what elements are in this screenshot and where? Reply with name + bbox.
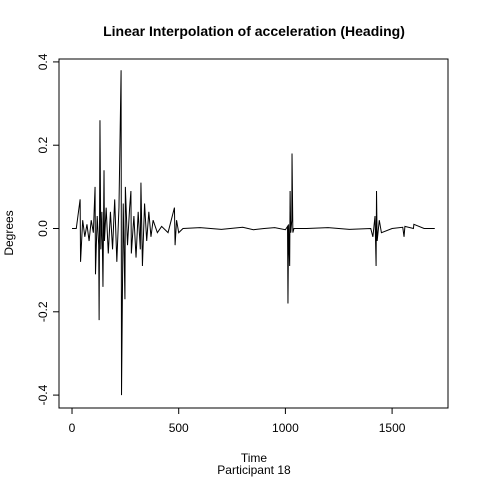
y-tick-label: -0.4 — [36, 384, 50, 405]
y-tick-label: 0.2 — [36, 137, 50, 154]
x-axis-label: Time — [241, 451, 268, 465]
x-tick-label: 0 — [69, 421, 76, 435]
data-line — [72, 70, 435, 396]
y-axis-label: Degrees — [2, 210, 16, 255]
y-tick-label: 0.4 — [36, 53, 50, 70]
plot-frame — [58, 58, 449, 409]
y-tick-label: -0.2 — [36, 301, 50, 322]
x-tick-label: 1000 — [272, 421, 299, 435]
chart-title: Linear Interpolation of acceleration (He… — [103, 23, 405, 39]
subtitle: Participant 18 — [217, 463, 291, 477]
x-tick-label: 500 — [169, 421, 189, 435]
x-tick-label: 1500 — [379, 421, 406, 435]
y-tick-label: 0.0 — [36, 220, 50, 237]
